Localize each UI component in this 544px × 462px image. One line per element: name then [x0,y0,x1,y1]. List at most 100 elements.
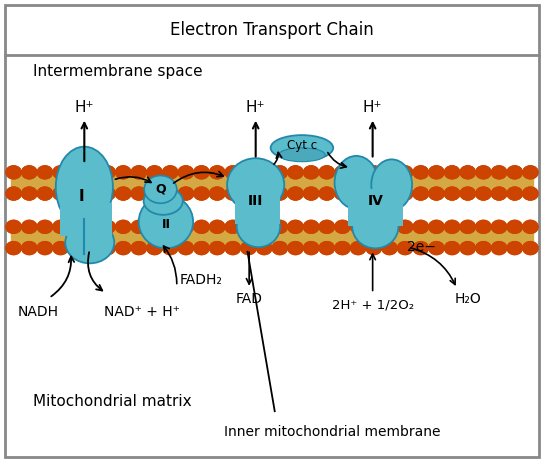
Circle shape [257,242,272,255]
Circle shape [304,166,319,179]
Circle shape [288,242,303,255]
Circle shape [163,166,178,179]
Text: Inner mitochondrial membrane: Inner mitochondrial membrane [224,425,440,439]
Text: NAD⁺ + H⁺: NAD⁺ + H⁺ [103,305,180,319]
Circle shape [53,166,68,179]
Circle shape [507,220,522,233]
Circle shape [6,242,21,255]
Circle shape [491,242,506,255]
Circle shape [131,242,146,255]
Circle shape [53,242,68,255]
Circle shape [225,242,240,255]
Text: 2e−: 2e− [407,240,436,254]
Circle shape [6,220,21,233]
Circle shape [350,220,366,233]
Circle shape [38,242,53,255]
Circle shape [272,166,287,179]
Circle shape [304,220,319,233]
Circle shape [53,220,68,233]
Circle shape [257,187,272,200]
Circle shape [507,187,522,200]
Circle shape [523,187,538,200]
Circle shape [335,187,350,200]
Circle shape [116,242,131,255]
Circle shape [382,166,397,179]
Circle shape [131,166,146,179]
Circle shape [460,242,475,255]
Circle shape [398,220,413,233]
Circle shape [241,242,256,255]
Circle shape [38,166,53,179]
Circle shape [476,166,491,179]
Circle shape [100,242,115,255]
Circle shape [100,220,115,233]
Circle shape [382,220,397,233]
Circle shape [147,220,162,233]
Circle shape [491,242,506,255]
Circle shape [476,187,491,200]
Circle shape [257,220,272,233]
Ellipse shape [237,206,280,247]
Circle shape [304,166,319,179]
Text: II: II [162,218,170,231]
Circle shape [194,220,209,233]
Circle shape [398,242,413,255]
Circle shape [22,166,37,179]
Circle shape [476,220,491,233]
Circle shape [304,242,319,255]
Circle shape [288,220,303,233]
Circle shape [460,187,475,200]
Circle shape [413,220,428,233]
Circle shape [444,220,460,233]
Circle shape [444,242,460,255]
Circle shape [6,166,21,179]
Text: H⁺: H⁺ [363,100,382,115]
Circle shape [163,242,178,255]
Circle shape [147,166,162,179]
Circle shape [366,166,381,179]
Circle shape [84,242,100,255]
Circle shape [131,187,146,200]
FancyBboxPatch shape [348,189,403,226]
Circle shape [116,220,131,233]
Circle shape [38,220,53,233]
Circle shape [6,242,21,255]
Text: NADH: NADH [17,305,59,319]
Circle shape [100,187,115,200]
Ellipse shape [227,158,284,212]
Circle shape [53,187,68,200]
Circle shape [398,242,413,255]
Circle shape [194,242,209,255]
Circle shape [413,166,428,179]
Circle shape [288,242,303,255]
Circle shape [429,220,444,233]
Circle shape [38,242,53,255]
Circle shape [38,187,53,200]
Circle shape [116,242,131,255]
Text: I: I [79,189,84,204]
Circle shape [507,187,522,200]
Circle shape [178,220,194,233]
Circle shape [22,220,37,233]
Circle shape [69,166,84,179]
Circle shape [413,242,428,255]
Circle shape [335,220,350,233]
Circle shape [304,187,319,200]
Circle shape [84,220,100,233]
Circle shape [444,166,460,179]
Circle shape [491,166,506,179]
Circle shape [523,187,538,200]
Circle shape [350,166,366,179]
Circle shape [319,220,335,233]
Circle shape [6,166,21,179]
Circle shape [429,166,444,179]
Circle shape [100,242,115,255]
Circle shape [209,187,225,200]
Circle shape [382,220,397,233]
Circle shape [319,187,335,200]
Ellipse shape [144,187,183,215]
Circle shape [507,242,522,255]
Circle shape [84,220,100,233]
Circle shape [241,166,256,179]
Circle shape [491,166,506,179]
